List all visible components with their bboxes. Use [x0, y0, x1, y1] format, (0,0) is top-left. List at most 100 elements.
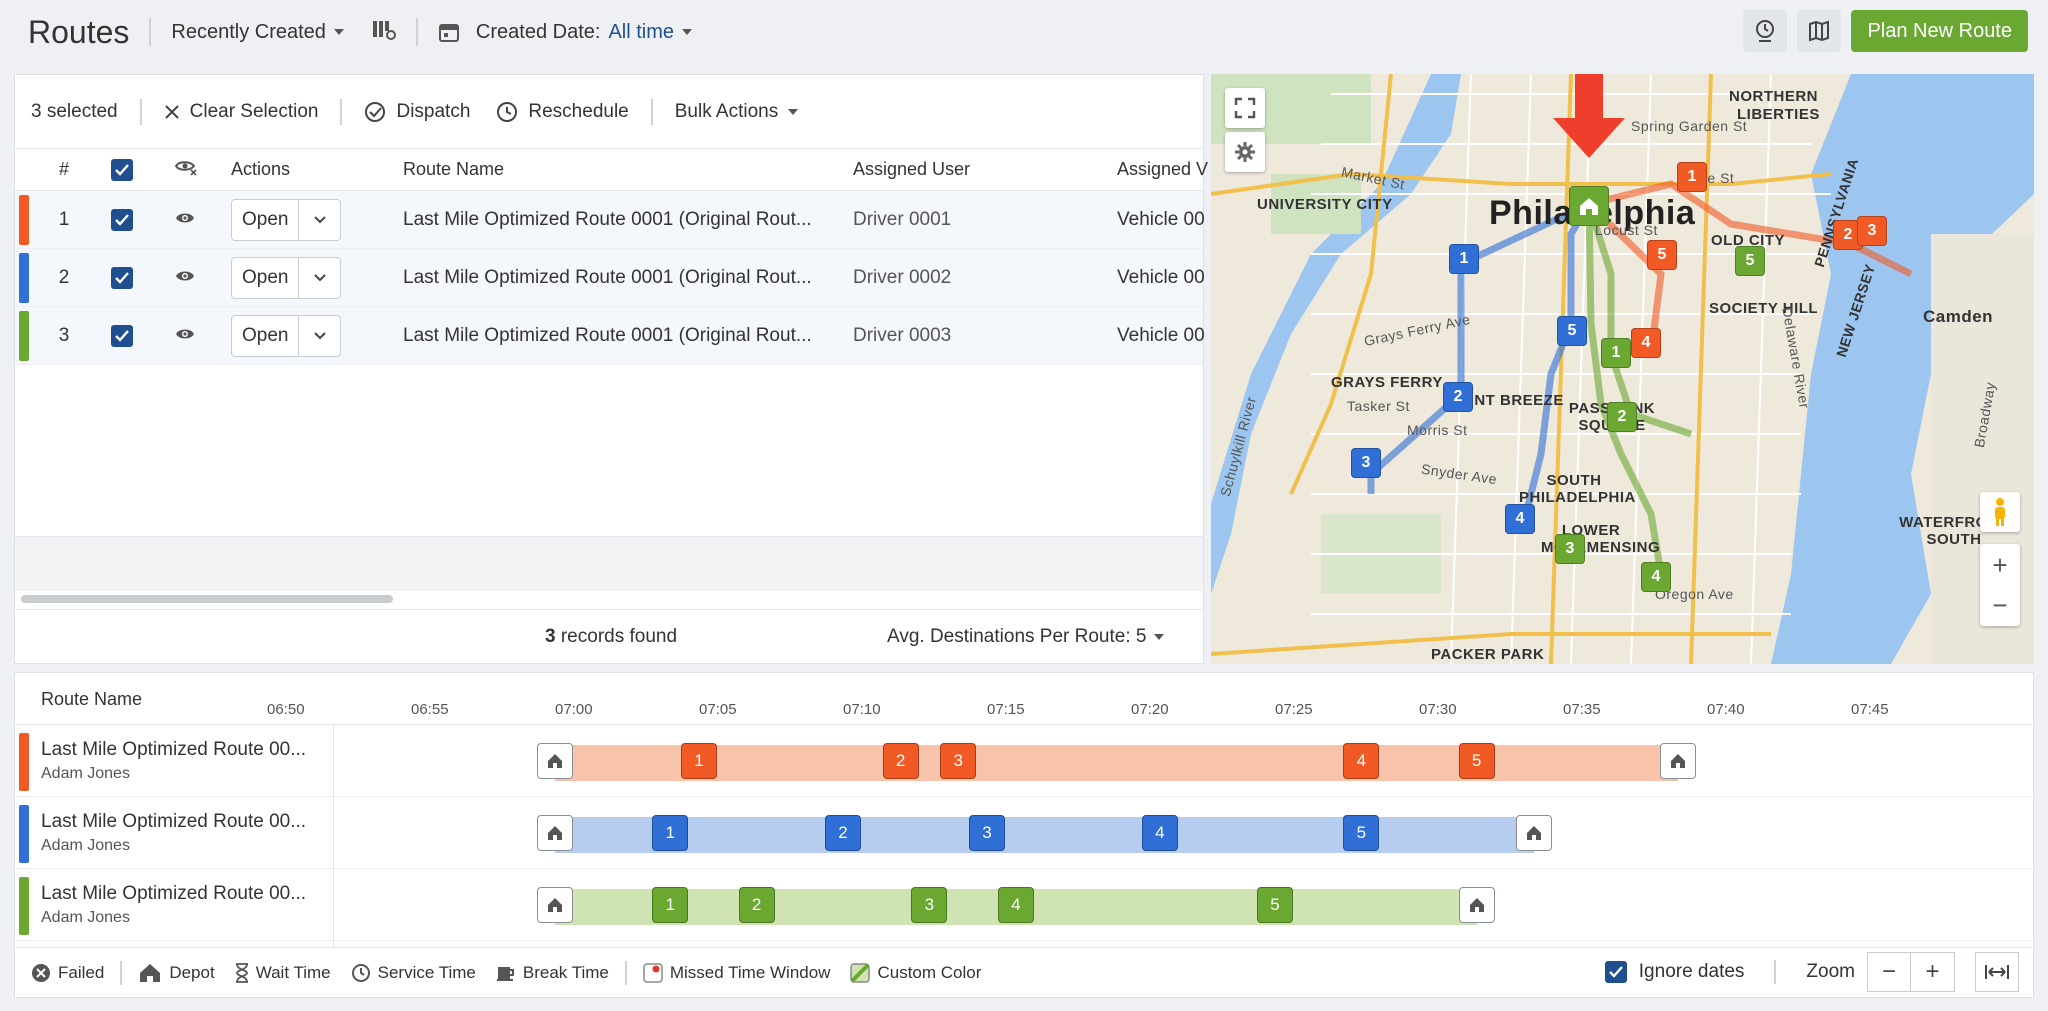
stop-marker[interactable]: 1	[681, 743, 717, 779]
depot-end-marker[interactable]	[1516, 815, 1553, 851]
dispatch-button[interactable]: Dispatch	[364, 101, 470, 123]
fullscreen-button[interactable]	[1225, 88, 1265, 128]
map-pin-green-1[interactable]: 1	[1601, 338, 1631, 368]
row-checkbox[interactable]	[111, 266, 133, 289]
columns-settings-icon[interactable]	[372, 19, 396, 46]
stop-marker[interactable]: 5	[1343, 815, 1380, 851]
stop-marker[interactable]: 5	[1458, 743, 1495, 779]
chevron-down-icon[interactable]	[298, 257, 340, 298]
map-pin-orange-5[interactable]: 5	[1647, 240, 1677, 270]
map-pin-blue-5[interactable]: 5	[1557, 316, 1587, 346]
map-settings-button[interactable]	[1225, 132, 1265, 172]
stop-marker[interactable]: 4	[997, 887, 1034, 923]
zoom-in-button[interactable]: +	[1911, 952, 1955, 992]
map-toggle-button[interactable]	[1797, 10, 1842, 52]
assigned-vehicle-cell[interactable]: Vehicle 00	[1117, 208, 1205, 230]
map-pin-blue-4[interactable]: 4	[1505, 504, 1535, 534]
column-header-route-name[interactable]: Route Name	[403, 159, 505, 179]
eye-icon[interactable]	[175, 209, 195, 231]
ignore-dates-checkbox[interactable]	[1604, 961, 1627, 983]
clear-selection-button[interactable]: Clear Selection	[164, 101, 318, 123]
depot-end-marker[interactable]	[1660, 743, 1697, 779]
column-header-assigned-user[interactable]: Assigned User	[853, 159, 971, 179]
eye-icon[interactable]	[175, 267, 195, 289]
legend-failed: Failed	[31, 963, 104, 983]
assigned-vehicle-cell[interactable]: Vehicle 00	[1117, 266, 1205, 288]
route-history-button[interactable]	[1743, 10, 1788, 52]
assigned-user-cell[interactable]: Driver 0003	[853, 324, 952, 346]
stop-marker[interactable]: 4	[1141, 815, 1178, 851]
stop-marker[interactable]: 1	[652, 815, 689, 851]
horizontal-scrollbar[interactable]	[21, 595, 393, 603]
chevron-down-icon[interactable]	[298, 315, 340, 356]
select-all-checkbox[interactable]	[111, 158, 133, 181]
stop-marker[interactable]: 2	[738, 887, 775, 923]
map-pin-orange-3[interactable]: 3	[1857, 216, 1887, 246]
visibility-settings-icon[interactable]	[174, 158, 197, 181]
map-label-locustst: Locust St	[1595, 222, 1658, 238]
timeline-row[interactable]: Last Mile Optimized Route 00... Adam Jone…	[15, 797, 2033, 869]
map-pin-green-5[interactable]: 5	[1735, 246, 1765, 276]
stop-marker[interactable]: 3	[911, 887, 948, 923]
date-filter-dropdown[interactable]: Created Date: All time	[438, 21, 693, 44]
route-color-bar	[19, 253, 29, 303]
map-pin-blue-2[interactable]: 2	[1443, 382, 1473, 412]
table-row[interactable]: 1 Open Last Mile Optimized Route 0001 (O…	[15, 191, 1205, 249]
depot-start-marker[interactable]	[537, 743, 573, 779]
route-name-cell[interactable]: Last Mile Optimized Route 0001 (Original…	[403, 208, 812, 230]
stop-marker[interactable]: 2	[882, 743, 919, 779]
stop-marker[interactable]: 4	[1343, 743, 1380, 779]
open-button[interactable]: Open	[242, 324, 289, 346]
avg-destinations-dropdown[interactable]: Avg. Destinations Per Route: 5	[887, 626, 1165, 648]
timeline-row[interactable]: Last Mile Optimized Route 00... Adam Jone…	[15, 869, 2033, 941]
depot-map-pin[interactable]	[1569, 186, 1609, 226]
street-view-pegman[interactable]	[1980, 492, 2020, 532]
table-row[interactable]: 3 Open Last Mile Optimized Route 0001 (O…	[15, 307, 1205, 365]
timeline-route-name[interactable]: Last Mile Optimized Route 00...	[41, 739, 307, 760]
stop-marker[interactable]: 2	[825, 815, 861, 851]
stop-marker[interactable]: 3	[940, 743, 977, 779]
map-pin-green-3[interactable]: 3	[1555, 534, 1585, 564]
divider	[139, 98, 142, 125]
map-pin-green-4[interactable]: 4	[1641, 562, 1671, 592]
timeline-route-name[interactable]: Last Mile Optimized Route 00...	[41, 883, 307, 904]
timeline-row[interactable]: Last Mile Optimized Route 00... Adam Jone…	[15, 725, 2033, 797]
map-zoom-out-button[interactable]: −	[1992, 589, 2008, 620]
route-timeline-track[interactable]	[555, 817, 1535, 853]
map-pin-green-2[interactable]: 2	[1607, 402, 1637, 432]
assigned-vehicle-cell[interactable]: Vehicle 00	[1117, 324, 1205, 346]
depot-end-marker[interactable]	[1458, 887, 1495, 923]
row-checkbox[interactable]	[111, 208, 133, 231]
assigned-user-cell[interactable]: Driver 0001	[853, 208, 952, 230]
route-name-cell[interactable]: Last Mile Optimized Route 0001 (Original…	[403, 266, 812, 288]
row-checkbox[interactable]	[111, 324, 133, 347]
stop-marker[interactable]: 1	[652, 887, 689, 923]
table-row[interactable]: 2 Open Last Mile Optimized Route 0001 (O…	[15, 249, 1205, 307]
divider	[149, 18, 152, 46]
route-timeline-track[interactable]	[555, 745, 1679, 781]
map-zoom-in-button[interactable]: +	[1992, 549, 2008, 580]
chevron-down-icon[interactable]	[298, 199, 340, 240]
map-pin-orange-1[interactable]: 1	[1677, 162, 1707, 192]
open-button[interactable]: Open	[242, 208, 289, 230]
open-button[interactable]: Open	[242, 266, 289, 288]
depot-start-marker[interactable]	[537, 815, 573, 851]
fit-width-button[interactable]	[1975, 952, 2019, 992]
map-panel[interactable]: Philadelphia NORTHERN LIBERTIES UNIVERSI…	[1211, 74, 2034, 664]
plan-new-route-button[interactable]: Plan New Route	[1851, 10, 2028, 52]
stop-marker[interactable]: 5	[1257, 887, 1293, 923]
column-header-assigned-vehicle[interactable]: Assigned V	[1117, 159, 1209, 179]
assigned-user-cell[interactable]: Driver 0002	[853, 266, 952, 288]
map-pin-blue-1[interactable]: 1	[1449, 244, 1479, 274]
timeline-route-name[interactable]: Last Mile Optimized Route 00...	[41, 811, 307, 832]
bulk-actions-dropdown[interactable]: Bulk Actions	[675, 101, 799, 123]
reschedule-button[interactable]: Reschedule	[496, 101, 629, 123]
eye-icon[interactable]	[175, 325, 195, 347]
stop-marker[interactable]: 3	[969, 815, 1005, 851]
depot-start-marker[interactable]	[537, 887, 573, 923]
map-pin-blue-3[interactable]: 3	[1351, 448, 1381, 478]
zoom-out-button[interactable]: −	[1867, 952, 1911, 992]
route-name-cell[interactable]: Last Mile Optimized Route 0001 (Original…	[403, 324, 812, 346]
sort-dropdown[interactable]: Recently Created	[171, 21, 344, 44]
map-pin-orange-4[interactable]: 4	[1631, 328, 1661, 358]
